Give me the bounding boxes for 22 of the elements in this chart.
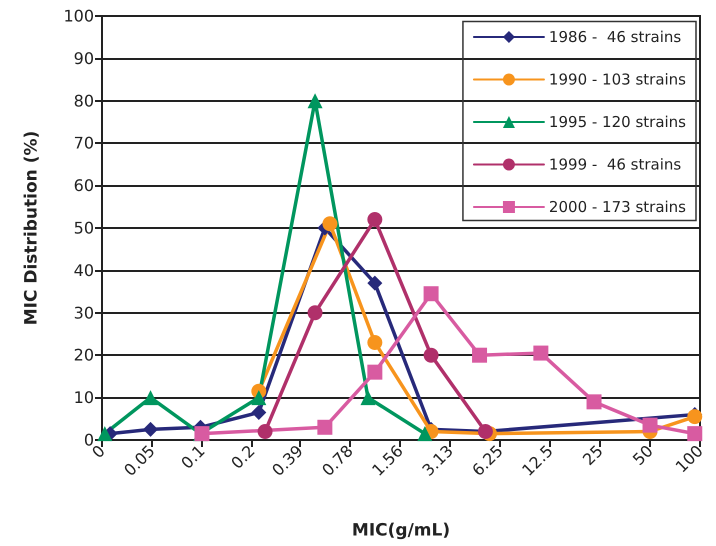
y-tick-label: 100	[63, 6, 94, 26]
x-tick-label: 50	[628, 441, 657, 470]
y-tick-label: 60	[74, 176, 94, 196]
y-tick-label: 90	[74, 48, 94, 68]
x-axis-title: MIC(g/mL)	[352, 520, 450, 540]
y-tick-label: 70	[74, 134, 94, 153]
legend-label: 1999 - 46 strains	[548, 156, 682, 174]
legend-label: 1986 - 46 strains	[548, 28, 682, 46]
legend-label: 1995 - 120 strains	[548, 113, 686, 131]
y-tick-label: 30	[74, 303, 94, 322]
legend-label: 2000 - 173 strains	[548, 198, 686, 216]
x-tick-label: 0.1	[177, 441, 209, 473]
y-tick-label: 50	[74, 218, 94, 238]
y-tick-label: 40	[74, 260, 94, 280]
x-tick-label: 100	[672, 441, 707, 476]
y-tick-label: 20	[74, 346, 94, 365]
y-axis-title: MIC Distribution (%)	[22, 130, 42, 326]
x-tick-label: 0.2	[227, 441, 259, 473]
legend-label: 1990 - 103 strains	[548, 70, 686, 88]
y-tick-label: 10	[74, 388, 94, 408]
x-tick-label: 25	[578, 441, 607, 470]
y-tick-label: 80	[74, 91, 94, 110]
